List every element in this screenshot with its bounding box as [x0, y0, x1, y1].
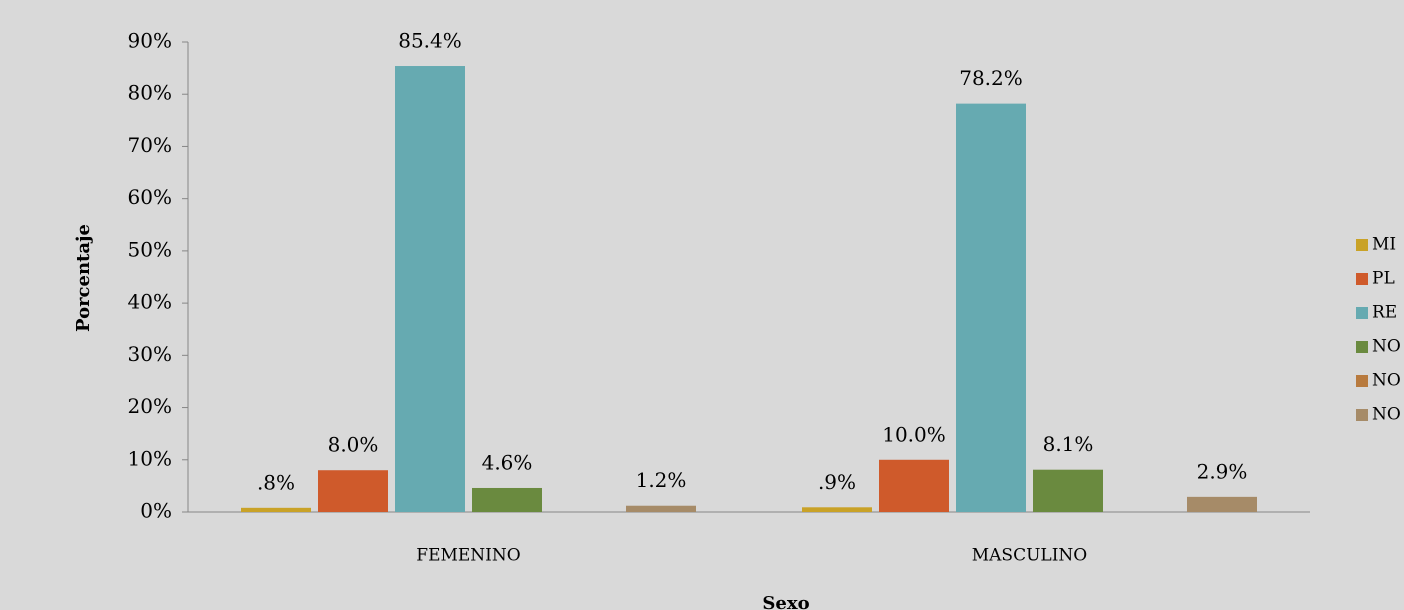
y-tick-label: 90% [128, 29, 172, 53]
y-tick-label: 30% [128, 342, 172, 366]
y-tick-label: 0% [140, 499, 172, 523]
y-tick-label: 80% [128, 81, 172, 105]
value-label: 2.9% [1197, 459, 1248, 483]
value-label: 8.1% [1043, 432, 1094, 456]
y-tick-label: 50% [128, 237, 172, 261]
bar [241, 507, 311, 512]
bar [318, 470, 388, 512]
legend-label: PL [1372, 269, 1395, 289]
value-label: 85.4% [398, 29, 462, 53]
legend-label: RE [1372, 303, 1397, 323]
bar [626, 505, 696, 512]
legend-swatch [1356, 307, 1368, 319]
legend-label: MI [1372, 235, 1396, 255]
value-label: .9% [818, 470, 856, 494]
value-label: .8% [257, 470, 295, 494]
value-label: 4.6% [482, 450, 533, 474]
y-tick-label: 20% [128, 394, 172, 418]
y-tick-label: 10% [128, 446, 172, 470]
legend-label: NO [1372, 371, 1401, 391]
bar [802, 507, 872, 512]
value-label: 10.0% [882, 422, 946, 446]
bar [472, 487, 542, 512]
x-tick-label: FEMENINO [416, 546, 520, 566]
legend-label: NO [1372, 405, 1401, 425]
legend-swatch [1356, 375, 1368, 387]
y-tick-label: 60% [128, 185, 172, 209]
x-axis-label: Sexo [762, 593, 809, 610]
bar [1187, 496, 1257, 512]
y-tick-label: 40% [128, 290, 172, 314]
legend-swatch [1356, 273, 1368, 285]
legend-swatch [1356, 409, 1368, 421]
legend-label: NO [1372, 337, 1401, 357]
y-tick-label: 70% [128, 133, 172, 157]
y-axis-label: Porcentaje [73, 224, 94, 332]
bar [395, 66, 465, 513]
x-tick-label: MASCULINO [972, 546, 1087, 566]
bar [1033, 469, 1103, 512]
value-label: 78.2% [959, 66, 1023, 90]
bar [956, 103, 1026, 512]
value-label: 1.2% [636, 468, 687, 492]
value-label: 8.0% [328, 433, 379, 457]
legend-swatch [1356, 239, 1368, 251]
bar [879, 459, 949, 512]
legend-swatch [1356, 341, 1368, 353]
